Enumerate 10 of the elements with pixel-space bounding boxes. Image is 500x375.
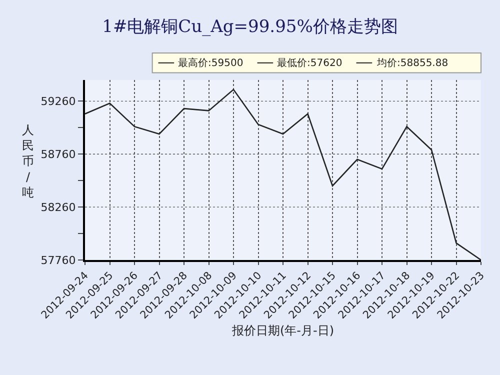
y-tick-label: 57760 — [40, 254, 76, 267]
y-tick-label: 58760 — [40, 148, 76, 161]
y-tick-label: 58260 — [40, 200, 76, 214]
text: 均价:58855.88 — [376, 57, 448, 69]
text: 最低价:57620 — [277, 57, 342, 69]
chart-title: 1#电解铜Cu_Ag=99.95%价格走势图 — [102, 17, 398, 38]
text: 最高价:59500 — [178, 57, 244, 69]
y-tick-label: 59260 — [40, 95, 76, 108]
y-axis-title: 人民币/吨 — [22, 123, 34, 200]
x-axis-title: 报价日期(年-月-日) — [230, 324, 334, 338]
